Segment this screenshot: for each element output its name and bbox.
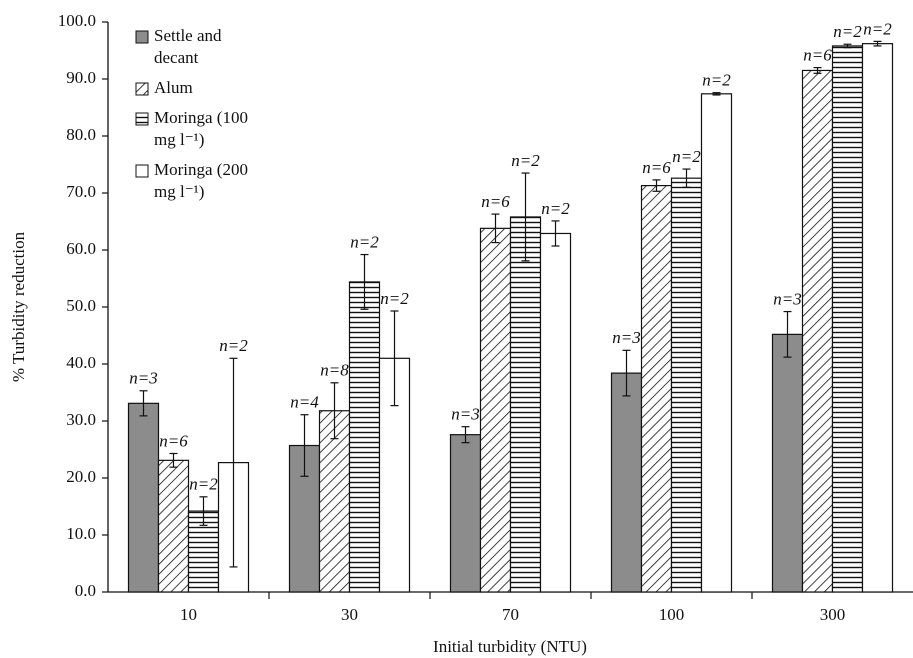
bar bbox=[318, 410, 351, 593]
legend-label: Moringa (200 mg l⁻¹) bbox=[154, 160, 248, 201]
bar bbox=[127, 402, 160, 593]
y-tick-label: 90.0 bbox=[66, 68, 96, 87]
bar bbox=[861, 43, 894, 593]
sample-size-label: n=2 bbox=[380, 289, 409, 308]
error-bar bbox=[330, 382, 339, 440]
legend-swatch bbox=[135, 82, 149, 96]
sample-size-label: n=8 bbox=[320, 361, 349, 380]
sample-size-label: n=3 bbox=[451, 405, 479, 424]
sample-size-label: n=3 bbox=[773, 289, 801, 308]
y-tick-label: 70.0 bbox=[66, 182, 96, 201]
bar bbox=[831, 45, 864, 593]
y-axis-title: % Turbidity reduction bbox=[9, 231, 28, 382]
y-tick-label: 10.0 bbox=[66, 524, 96, 543]
legend-swatch bbox=[135, 164, 149, 178]
error-bar bbox=[300, 414, 309, 477]
sample-size-label: n=2 bbox=[189, 475, 218, 494]
bar bbox=[610, 372, 643, 593]
bar bbox=[801, 69, 834, 593]
error-bar bbox=[199, 496, 208, 526]
y-tick-label: 30.0 bbox=[66, 410, 96, 429]
y-tick-label: 0.0 bbox=[75, 581, 96, 600]
sample-size-label: n=6 bbox=[803, 46, 832, 65]
sample-size-label: n=2 bbox=[863, 19, 892, 38]
y-tick-label: 80.0 bbox=[66, 125, 96, 144]
bar bbox=[700, 93, 733, 593]
sample-size-label: n=6 bbox=[159, 431, 188, 450]
y-tick-label: 50.0 bbox=[66, 296, 96, 315]
bar bbox=[539, 232, 572, 593]
sample-size-label: n=4 bbox=[290, 393, 319, 412]
x-tick-label: 300 bbox=[820, 605, 846, 624]
legend-entry: Alum bbox=[154, 78, 193, 97]
sample-size-label: n=3 bbox=[612, 328, 640, 347]
x-tick-label: 70 bbox=[502, 605, 519, 624]
legend-entry: Moringa (100 mg l⁻¹) bbox=[154, 108, 248, 149]
y-tick-label: 40.0 bbox=[66, 353, 96, 372]
legend-label: Moringa (100 mg l⁻¹) bbox=[154, 108, 248, 149]
legend-swatch bbox=[135, 112, 149, 126]
y-tick-label: 100.0 bbox=[58, 11, 96, 30]
error-bar bbox=[813, 66, 822, 74]
error-bar bbox=[491, 213, 500, 244]
error-bar bbox=[461, 426, 470, 444]
legend-label: Alum bbox=[154, 78, 193, 97]
error-bar bbox=[682, 168, 691, 188]
error-bar bbox=[360, 253, 369, 310]
error-bar bbox=[551, 220, 560, 247]
error-bar bbox=[390, 310, 399, 407]
legend-entry: Settle and decant bbox=[154, 26, 222, 67]
bar bbox=[348, 281, 381, 593]
error-bar bbox=[652, 179, 661, 192]
y-tick-label: 60.0 bbox=[66, 239, 96, 258]
error-bar bbox=[622, 349, 631, 397]
x-axis-title: Initial turbidity (NTU) bbox=[433, 637, 587, 656]
bar bbox=[157, 459, 190, 593]
bar bbox=[449, 434, 482, 593]
bar bbox=[771, 333, 804, 593]
bar bbox=[640, 184, 673, 593]
x-tick-label: 10 bbox=[180, 605, 197, 624]
sample-size-label: n=2 bbox=[702, 71, 731, 90]
error-bar bbox=[169, 452, 178, 468]
y-tick-label: 20.0 bbox=[66, 467, 96, 486]
legend-label: Settle and decant bbox=[154, 26, 222, 67]
sample-size-label: n=2 bbox=[541, 199, 570, 218]
legend-entry: Moringa (200 mg l⁻¹) bbox=[154, 160, 248, 201]
error-bar bbox=[229, 357, 238, 568]
error-bar bbox=[712, 92, 721, 96]
error-bar bbox=[783, 310, 792, 358]
sample-size-label: n=2 bbox=[350, 232, 379, 251]
error-bar bbox=[139, 390, 148, 417]
sample-size-label: n=3 bbox=[129, 369, 157, 388]
error-bar bbox=[521, 172, 530, 262]
x-tick-label: 30 bbox=[341, 605, 358, 624]
sample-size-label: n=2 bbox=[833, 22, 862, 41]
sample-size-label: n=6 bbox=[642, 158, 671, 177]
sample-size-label: n=6 bbox=[481, 192, 510, 211]
error-bar bbox=[873, 40, 882, 47]
bar bbox=[479, 227, 512, 593]
sample-size-label: n=2 bbox=[219, 336, 248, 355]
sample-size-label: n=2 bbox=[511, 151, 540, 170]
x-tick-label: 100 bbox=[659, 605, 685, 624]
error-bar bbox=[843, 43, 852, 49]
bar bbox=[509, 216, 542, 593]
sample-size-label: n=2 bbox=[672, 147, 701, 166]
bar bbox=[670, 177, 703, 593]
legend-swatch bbox=[135, 30, 149, 44]
